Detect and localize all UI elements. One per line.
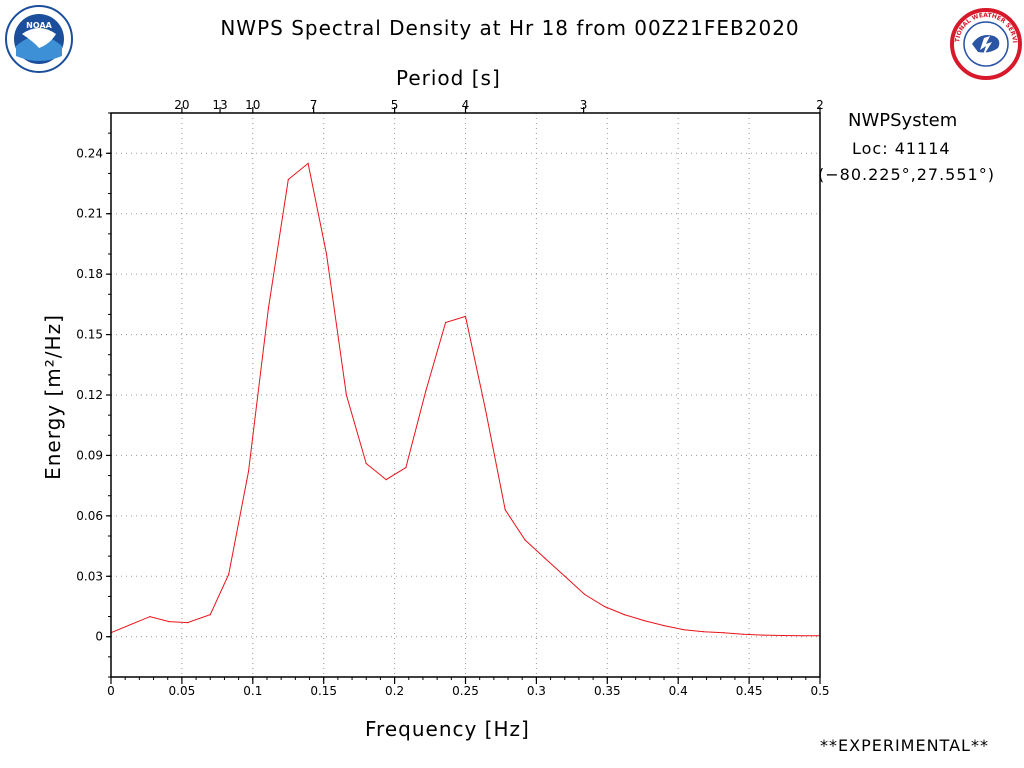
- data-point: [742, 633, 745, 635]
- data-point: [247, 470, 250, 473]
- data-point: [445, 321, 447, 324]
- x-tick-label: 0.05: [169, 684, 196, 698]
- data-point: [345, 394, 347, 396]
- x-tick-label: 0.15: [310, 684, 337, 698]
- x-tick-label: 0.2: [385, 684, 404, 698]
- x-tick-label: 0.3: [527, 684, 546, 698]
- x-tick-label: 0.1: [243, 684, 262, 698]
- data-point: [683, 629, 685, 631]
- data-point: [228, 573, 230, 575]
- noaa-logo-text: NOAA: [26, 21, 52, 30]
- y-tick-label: 0.24: [76, 146, 103, 160]
- x-tick-label: 0.4: [669, 684, 688, 698]
- x-tick-label: 0.5: [810, 684, 829, 698]
- series-line-0: [110, 162, 820, 637]
- period-tick-label: 7: [310, 98, 318, 112]
- data-point: [703, 631, 705, 633]
- data-point: [584, 593, 586, 596]
- y-tick-label: 0.18: [76, 267, 103, 281]
- data-point: [325, 253, 328, 255]
- nws-logo: NATIONAL WEATHER SERVICE: [950, 8, 1022, 80]
- period-axis-label: Period [s]: [396, 66, 501, 90]
- data-point: [603, 605, 606, 608]
- y-tick-label: 0.03: [76, 569, 103, 583]
- x-tick-label: 0.25: [452, 684, 479, 698]
- data-point: [643, 620, 645, 622]
- tick-labels: 0 0.05 0.1 0.15 0.2 0.25 0.3 0.35 0.4 0.45 0.5 0 0.0…: [76, 98, 829, 698]
- x-tick-label: 0.45: [736, 684, 763, 698]
- period-tick-label: 13: [212, 98, 227, 112]
- y-tick-label: 0.15: [76, 328, 103, 342]
- y-tick-label: 0.12: [76, 388, 103, 402]
- data-point: [385, 479, 387, 481]
- data-point: [168, 621, 170, 623]
- data-point: [524, 539, 526, 541]
- data-point: [723, 632, 725, 634]
- station-coordinates: (−80.225°,27.551°): [818, 165, 995, 184]
- y-axis-label: Energy [m²/Hz]: [41, 314, 65, 480]
- data-point: [365, 462, 367, 465]
- chart-title: NWPS Spectral Density at Hr 18 from 00Z2…: [220, 16, 800, 40]
- data-point: [405, 466, 407, 469]
- data-point: [484, 408, 486, 410]
- y-tick-label: 0: [95, 630, 103, 644]
- data-point: [287, 178, 289, 181]
- noaa-logo: NOAA: [5, 5, 73, 73]
- station-name: NWPSystem: [848, 110, 958, 131]
- period-tick-label: 5: [391, 98, 399, 112]
- data-point: [782, 634, 784, 637]
- data-point: [307, 162, 309, 164]
- experimental-label: **EXPERIMENTAL**: [820, 736, 989, 755]
- data-point: [464, 315, 467, 317]
- data-point: [623, 614, 625, 616]
- data-point: [209, 614, 211, 616]
- tick-marks: [106, 107, 821, 684]
- data-point: [267, 307, 269, 309]
- x-axis-label: Frequency [Hz]: [365, 717, 530, 741]
- data-point: [504, 509, 506, 511]
- data-point: [425, 390, 427, 392]
- data-point: [762, 634, 764, 636]
- series-layer: [110, 162, 821, 637]
- period-tick-label: 20: [174, 98, 189, 112]
- data-point: [544, 557, 546, 559]
- y-tick-label: 0.09: [76, 448, 103, 462]
- station-location: Loc: 41114: [852, 139, 951, 158]
- x-tick-label: 0.35: [594, 684, 621, 698]
- y-tick-label: 0.21: [76, 207, 103, 221]
- period-tick-label: 4: [462, 98, 470, 112]
- data-point: [149, 616, 151, 618]
- period-tick-label: 10: [245, 98, 260, 112]
- data-point: [187, 622, 189, 624]
- y-tick-label: 0.06: [76, 509, 103, 523]
- plot-frame: [110, 112, 821, 678]
- data-point: [663, 625, 665, 627]
- period-tick-label: 3: [580, 98, 588, 112]
- grid-lines: [111, 113, 820, 677]
- data-point: [802, 635, 804, 637]
- period-tick-label: 2: [816, 98, 824, 112]
- data-point: [564, 575, 566, 577]
- x-tick-label: 0: [107, 684, 115, 698]
